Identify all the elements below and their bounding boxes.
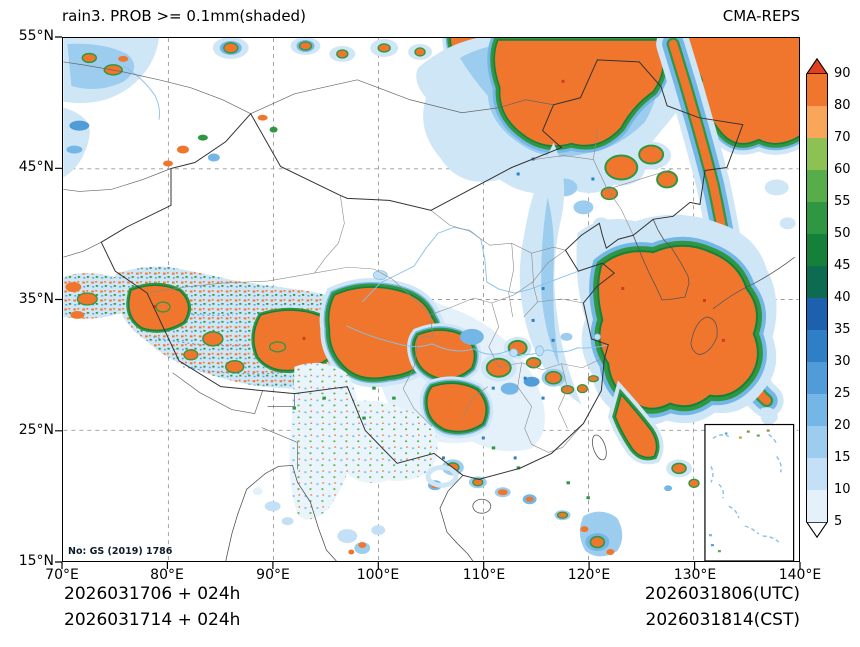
x-tick-label: 80°E [150, 567, 184, 583]
colorbar-labels: 90 80 70 60 55 50 45 40 35 30 25 20 15 10 5 [834, 66, 860, 529]
colorbar-segment [807, 74, 827, 106]
plot-title: rain3. PROB >= 0.1mm(shaded) [62, 7, 306, 25]
x-tick-label: 140°E [778, 567, 822, 583]
colorbar-tick-label: 45 [834, 258, 851, 273]
license-label: No: GS (2019) 1786 [68, 546, 173, 557]
colorbar-tick-label: 20 [834, 418, 851, 433]
x-tick-label: 90°E [256, 567, 290, 583]
colorbar-extend-below-icon [806, 522, 828, 538]
colorbar-tick-label: 90 [834, 66, 851, 81]
map-plot: No: GS (2019) 1786 [62, 37, 800, 562]
valid-time-utc: 2026031806(UTC) [644, 584, 800, 604]
colorbar-tick-label: 25 [834, 386, 851, 401]
colorbar-tick-label: 80 [834, 98, 851, 113]
colorbar-segment [807, 234, 827, 266]
y-tick-label: 35°N [18, 291, 54, 307]
colorbar-tick-label: 55 [834, 194, 851, 209]
init-time-cst: 2026031714 + 024h [64, 610, 241, 630]
colorbar-body [806, 74, 828, 522]
colorbar-tick-label: 40 [834, 290, 851, 305]
colorbar-segment [807, 106, 827, 138]
colorbar-segment [807, 298, 827, 330]
colorbar-tick-label: 10 [834, 482, 851, 497]
x-tick-label: 120°E [567, 567, 611, 583]
colorbar-extend-above-icon [806, 58, 828, 74]
x-tick-label: 100°E [356, 567, 400, 583]
colorbar-segment [807, 202, 827, 234]
colorbar-segment [807, 458, 827, 490]
colorbar-tick-label: 50 [834, 226, 851, 241]
y-tick-label: 25°N [18, 422, 54, 438]
colorbar [806, 58, 828, 538]
colorbar-tick-label: 35 [834, 322, 851, 337]
model-name: CMA-REPS [722, 7, 800, 25]
x-tick-label: 70°E [45, 567, 79, 583]
colorbar-segment [807, 330, 827, 362]
map-canvas [63, 38, 799, 561]
colorbar-segment [807, 490, 827, 522]
colorbar-segment [807, 394, 827, 426]
colorbar-segment [807, 138, 827, 170]
colorbar-segment [807, 426, 827, 458]
y-tick-label: 45°N [18, 159, 54, 175]
colorbar-tick-label: 70 [834, 130, 851, 145]
x-tick-label: 110°E [462, 567, 506, 583]
colorbar-tick-label: 60 [834, 162, 851, 177]
init-time-utc: 2026031706 + 024h [64, 584, 241, 604]
y-tick-label: 55°N [18, 28, 54, 44]
precipitation-shading [63, 38, 799, 557]
colorbar-tick-label: 30 [834, 354, 851, 369]
colorbar-segment [807, 266, 827, 298]
valid-time-cst: 2026031814(CST) [645, 610, 800, 630]
colorbar-tick-label: 15 [834, 450, 851, 465]
colorbar-segment [807, 362, 827, 394]
colorbar-segment [807, 170, 827, 202]
colorbar-tick-label: 5 [834, 514, 843, 529]
y-tick-label: 15°N [18, 553, 54, 569]
x-tick-label: 130°E [673, 567, 717, 583]
south-china-sea-inset [704, 423, 795, 561]
